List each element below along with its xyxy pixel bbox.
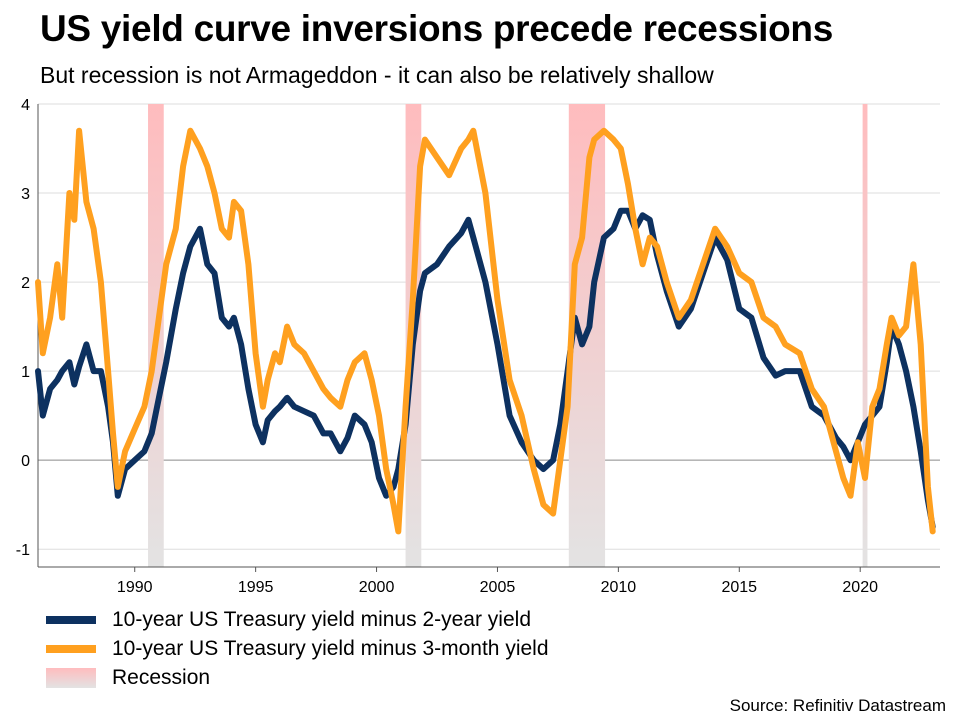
y-tick-label: 4	[21, 97, 30, 114]
x-tick-label: 1990	[117, 579, 153, 596]
legend-swatch-3m	[46, 644, 96, 653]
legend-swatch-recession	[46, 667, 96, 688]
y-tick-label: 0	[21, 453, 30, 470]
legend-label-3m: 10-year US Treasury yield minus 3-month …	[112, 636, 549, 660]
recession-band-4	[862, 104, 868, 567]
legend: 10-year US Treasury yield minus 2-year y…	[46, 605, 549, 692]
x-tick-label: 2010	[601, 579, 637, 596]
y-tick-label: 2	[21, 275, 30, 292]
series-line-10y-3m	[35, 127, 936, 535]
y-tick-label: 3	[21, 186, 30, 203]
legend-label-recession: Recession	[112, 665, 211, 689]
x-tick-label: 2005	[480, 579, 516, 596]
y-tick-label: -1	[16, 542, 30, 559]
legend-item-2y: 10-year US Treasury yield minus 2-year y…	[46, 605, 549, 634]
legend-swatch-2y	[46, 615, 96, 624]
chart-title: US yield curve inversions precede recess…	[40, 8, 833, 49]
legend-label-2y: 10-year US Treasury yield minus 2-year y…	[112, 607, 531, 631]
chart-subtitle: But recession is not Armageddon - it can…	[40, 62, 714, 88]
y-tick-label: 1	[21, 364, 30, 381]
legend-item-recession: Recession	[46, 663, 549, 692]
x-tick-label: 2000	[359, 579, 395, 596]
x-tick-label: 2020	[842, 579, 878, 596]
source-note: Source: Refinitiv Datastream	[729, 696, 946, 715]
yield-curve-chart: -1 0 1 2 3 4 1990 1995 2000 2005 2010 2015 2020	[16, 97, 940, 596]
legend-item-3m: 10-year US Treasury yield minus 3-month …	[46, 634, 549, 663]
x-tick-label: 1995	[238, 579, 274, 596]
series-line-10y-2y	[35, 207, 936, 530]
x-tick-label: 2015	[721, 579, 757, 596]
series-lines	[35, 127, 936, 535]
